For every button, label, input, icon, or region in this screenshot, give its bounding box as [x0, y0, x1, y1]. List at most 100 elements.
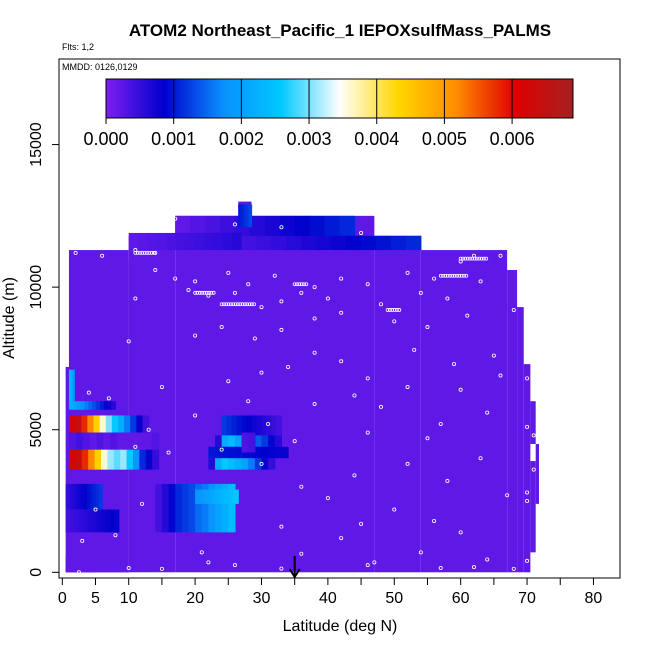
sample-point — [73, 250, 78, 255]
sample-point — [525, 376, 530, 381]
flight-track-point — [464, 273, 469, 278]
heat-cell — [73, 369, 75, 402]
heat-envelope-cell — [530, 461, 536, 553]
heat-cell — [276, 415, 283, 436]
heat-cell — [137, 432, 146, 450]
heat-cell — [188, 483, 196, 533]
heat-cell — [271, 415, 278, 436]
heat-cell — [101, 509, 107, 533]
sample-point — [339, 359, 344, 364]
heat-cell — [74, 509, 80, 533]
heat-cell — [254, 446, 263, 459]
heat-envelope-cell — [535, 443, 540, 504]
sample-point — [113, 533, 118, 538]
heat-cell — [103, 432, 111, 450]
heat-cell — [264, 215, 281, 239]
heat-cell — [144, 432, 153, 450]
y-tick-label: 0 — [28, 568, 45, 577]
heat-cell — [138, 232, 149, 251]
heat-cell — [339, 215, 356, 239]
heat-cell — [261, 435, 269, 447]
sample-point — [159, 566, 164, 571]
sample-point — [531, 433, 536, 438]
sample-point — [93, 507, 98, 512]
heat-cell — [110, 432, 118, 450]
sample-point — [133, 296, 138, 301]
heat-cell — [309, 215, 326, 239]
sample-point — [511, 566, 516, 571]
heat-cell — [89, 432, 98, 450]
plot-frame — [58, 58, 621, 579]
sample-point — [365, 430, 370, 435]
sample-point — [425, 325, 430, 330]
flight-track-point — [202, 290, 207, 295]
heat-cell — [231, 489, 236, 504]
heat-cell — [271, 235, 287, 251]
heat-cell — [126, 449, 134, 470]
heat-cell — [234, 458, 243, 470]
heat-cell — [268, 446, 276, 459]
sample-point — [259, 370, 264, 375]
sample-point — [339, 276, 344, 281]
heat-cell — [247, 432, 249, 453]
sample-point — [146, 427, 151, 432]
heat-cell — [221, 458, 229, 470]
flight-track-point — [219, 302, 224, 307]
flight-track-point — [140, 251, 145, 255]
sample-point — [159, 384, 164, 389]
flight-track-point — [297, 282, 302, 287]
heat-cell — [132, 449, 140, 470]
x-tick-label: 40 — [319, 590, 337, 607]
heatmap-layer — [65, 201, 540, 573]
flight-track-point — [238, 302, 243, 307]
sample-point — [525, 345, 530, 350]
heat-cell — [216, 489, 221, 504]
heat-cell — [74, 483, 79, 510]
sample-point — [359, 521, 364, 526]
flight-track-point — [392, 308, 397, 312]
heat-envelope-cell — [517, 307, 524, 573]
colorbar-tick-label: 0.004 — [354, 129, 399, 149]
heat-cell — [77, 483, 82, 510]
heat-cell — [96, 401, 101, 410]
heat-cell — [215, 435, 223, 447]
heat-cell — [248, 432, 250, 453]
flight-track-point — [475, 256, 479, 261]
sample-point — [412, 347, 417, 352]
flight-track-point — [211, 290, 216, 295]
heat-cell — [81, 449, 89, 470]
sample-point — [312, 350, 317, 355]
heat-cell — [301, 235, 317, 251]
sample-point — [445, 296, 450, 301]
heat-cell — [361, 235, 377, 251]
heat-cell — [243, 204, 246, 228]
heat-cell — [243, 432, 246, 453]
flight-track-point — [455, 273, 459, 278]
sample-point — [525, 499, 530, 504]
flight-track-point — [193, 290, 198, 295]
mmdd-label: MMDD: 0126,0129 — [62, 62, 138, 72]
sample-point — [505, 493, 510, 498]
flight-tracks-layer — [133, 251, 489, 312]
sample-point — [76, 570, 81, 575]
heat-cell — [107, 401, 113, 410]
heat-cell — [246, 415, 253, 436]
x-tick-label: 5 — [91, 590, 100, 607]
flight-track-point — [438, 273, 443, 278]
sample-point — [525, 424, 530, 429]
heat-cell — [241, 235, 258, 251]
sample-point — [232, 290, 237, 295]
x-axis: 0 5 10 20 30 40 50 60 70 80 — [58, 578, 602, 607]
flight-track-point — [465, 256, 470, 261]
flight-track-point — [441, 273, 445, 278]
sample-point — [445, 479, 450, 484]
heat-cell — [89, 483, 94, 510]
flight-track-point — [484, 256, 489, 261]
sample-point — [292, 439, 297, 444]
heat-cell — [83, 509, 89, 533]
heat-cell — [250, 432, 253, 453]
heat-cell — [86, 483, 91, 510]
chart-title: ATOM2 Northeast_Pacific_1 IEPOXsulfMass_… — [129, 21, 551, 40]
heat-cell — [84, 401, 89, 410]
heat-cell — [139, 449, 147, 470]
